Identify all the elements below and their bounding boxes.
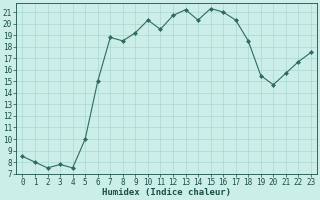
X-axis label: Humidex (Indice chaleur): Humidex (Indice chaleur) (102, 188, 231, 197)
